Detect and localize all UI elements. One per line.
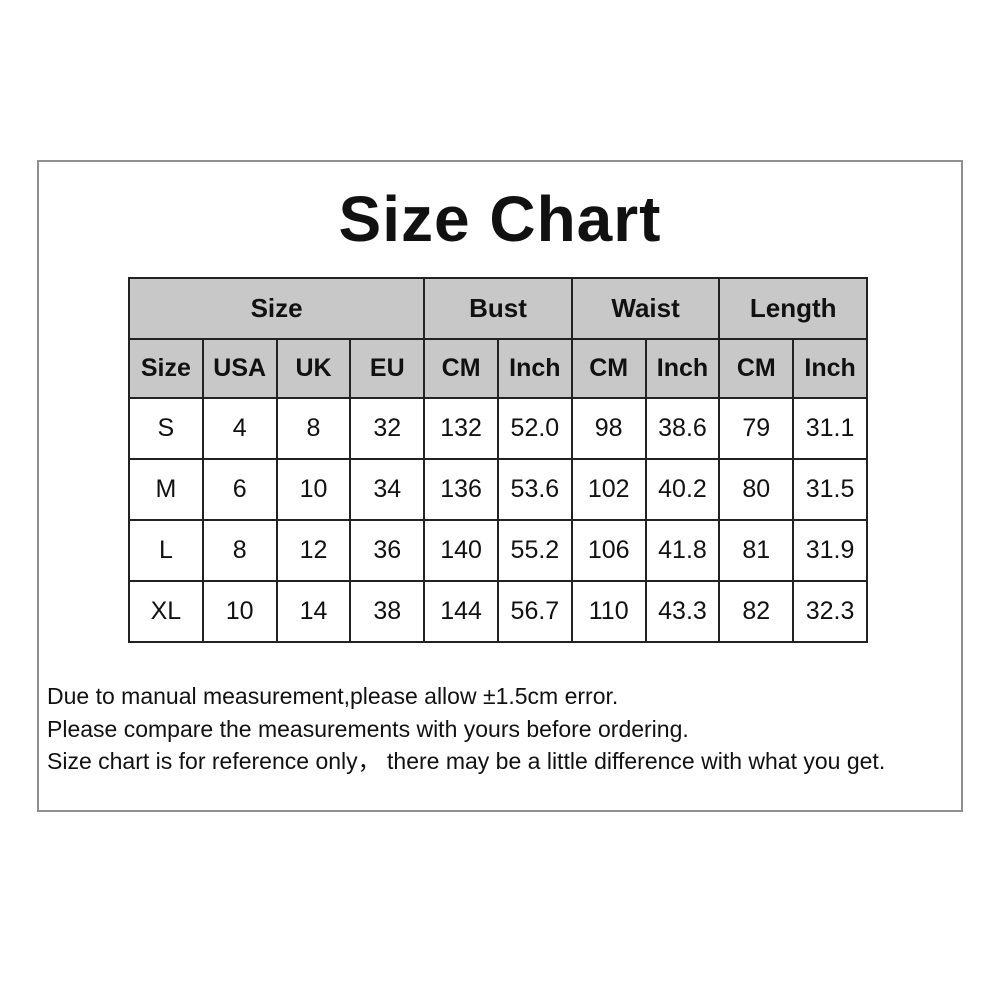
table-cell: XL bbox=[128, 580, 204, 643]
table-cell: 10 bbox=[275, 458, 352, 521]
table-cell: 102 bbox=[570, 458, 647, 521]
table-cell: S bbox=[128, 397, 204, 460]
table-cell: 34 bbox=[349, 458, 426, 521]
table-cell: 32 bbox=[349, 397, 426, 460]
table-cell: 144 bbox=[423, 580, 499, 643]
sub-header-size: Size bbox=[128, 338, 204, 399]
sub-header-row: Size USA UK EU CM Inch CM Inch CM Inch bbox=[128, 338, 868, 399]
note-line: Please compare the measurements with you… bbox=[47, 715, 689, 742]
group-header-bust: Bust bbox=[423, 277, 573, 340]
table-cell: 31.5 bbox=[792, 458, 868, 521]
table-cell: 36 bbox=[349, 519, 426, 582]
table-cell: 80 bbox=[718, 458, 795, 521]
sub-header-waist-cm: CM bbox=[570, 338, 647, 399]
group-header-waist: Waist bbox=[570, 277, 721, 340]
table-cell: L bbox=[128, 519, 204, 582]
sub-header-length-inch: Inch bbox=[792, 338, 868, 399]
table-cell: 98 bbox=[570, 397, 647, 460]
table-cell: 10 bbox=[201, 580, 278, 643]
group-header-length: Length bbox=[718, 277, 868, 340]
table-cell: M bbox=[128, 458, 204, 521]
table-cell: 14 bbox=[275, 580, 352, 643]
table-cell: 136 bbox=[423, 458, 499, 521]
group-header-size: Size bbox=[127, 277, 426, 340]
table-cell: 52.0 bbox=[496, 397, 573, 460]
table-cell: 82 bbox=[718, 580, 795, 643]
table-cell: 79 bbox=[718, 397, 795, 460]
table-cell: 38.6 bbox=[644, 397, 721, 460]
sub-header-bust-cm: CM bbox=[423, 338, 499, 399]
size-chart-table: Size Bust Waist Length Size USA UK EU CM… bbox=[127, 277, 868, 643]
table-cell: 31.9 bbox=[792, 519, 868, 582]
table-row-l: L 8 12 36 140 55.2 106 41.8 81 31.9 bbox=[128, 519, 868, 582]
table-cell: 38 bbox=[349, 580, 426, 643]
table-cell: 140 bbox=[423, 519, 499, 582]
table-row-s: S 4 8 32 132 52.0 98 38.6 79 31.1 bbox=[128, 397, 868, 460]
note-line: Size chart is for reference only， there … bbox=[47, 748, 886, 774]
table-cell: 110 bbox=[570, 580, 647, 643]
sub-header-usa: USA bbox=[201, 338, 278, 399]
note-line: Due to manual measurement,please allow ±… bbox=[47, 683, 619, 709]
sub-header-waist-inch: Inch bbox=[644, 338, 721, 399]
table-cell: 106 bbox=[570, 519, 647, 582]
table-cell: 31.1 bbox=[792, 397, 868, 460]
table-cell: 132 bbox=[423, 397, 499, 460]
table-cell: 6 bbox=[201, 458, 278, 521]
page-border-frame bbox=[37, 160, 963, 812]
table-cell: 32.3 bbox=[792, 580, 868, 643]
table-cell: 41.8 bbox=[644, 519, 721, 582]
sub-header-eu: EU bbox=[349, 338, 426, 399]
page-title: Size Chart bbox=[338, 183, 662, 255]
table-cell: 12 bbox=[275, 519, 352, 582]
table-cell: 56.7 bbox=[496, 580, 573, 643]
table-cell: 55.2 bbox=[496, 519, 573, 582]
table-row-xl: XL 10 14 38 144 56.7 110 43.3 82 32.3 bbox=[128, 580, 868, 643]
sub-header-bust-inch: Inch bbox=[496, 338, 573, 399]
table-cell: 40.2 bbox=[644, 458, 721, 521]
table-cell: 53.6 bbox=[496, 458, 573, 521]
table-cell: 8 bbox=[201, 519, 278, 582]
group-header-row: Size Bust Waist Length bbox=[127, 277, 868, 340]
sub-header-length-cm: CM bbox=[718, 338, 795, 399]
table-cell: 43.3 bbox=[644, 580, 721, 643]
sub-header-uk: UK bbox=[275, 338, 352, 399]
table-row-m: M 6 10 34 136 53.6 102 40.2 80 31.5 bbox=[128, 458, 868, 521]
table-cell: 81 bbox=[718, 519, 795, 582]
table-cell: 8 bbox=[275, 397, 352, 460]
table-cell: 4 bbox=[201, 397, 278, 460]
notes: Due to manual measurement,please allow ±… bbox=[47, 680, 967, 778]
